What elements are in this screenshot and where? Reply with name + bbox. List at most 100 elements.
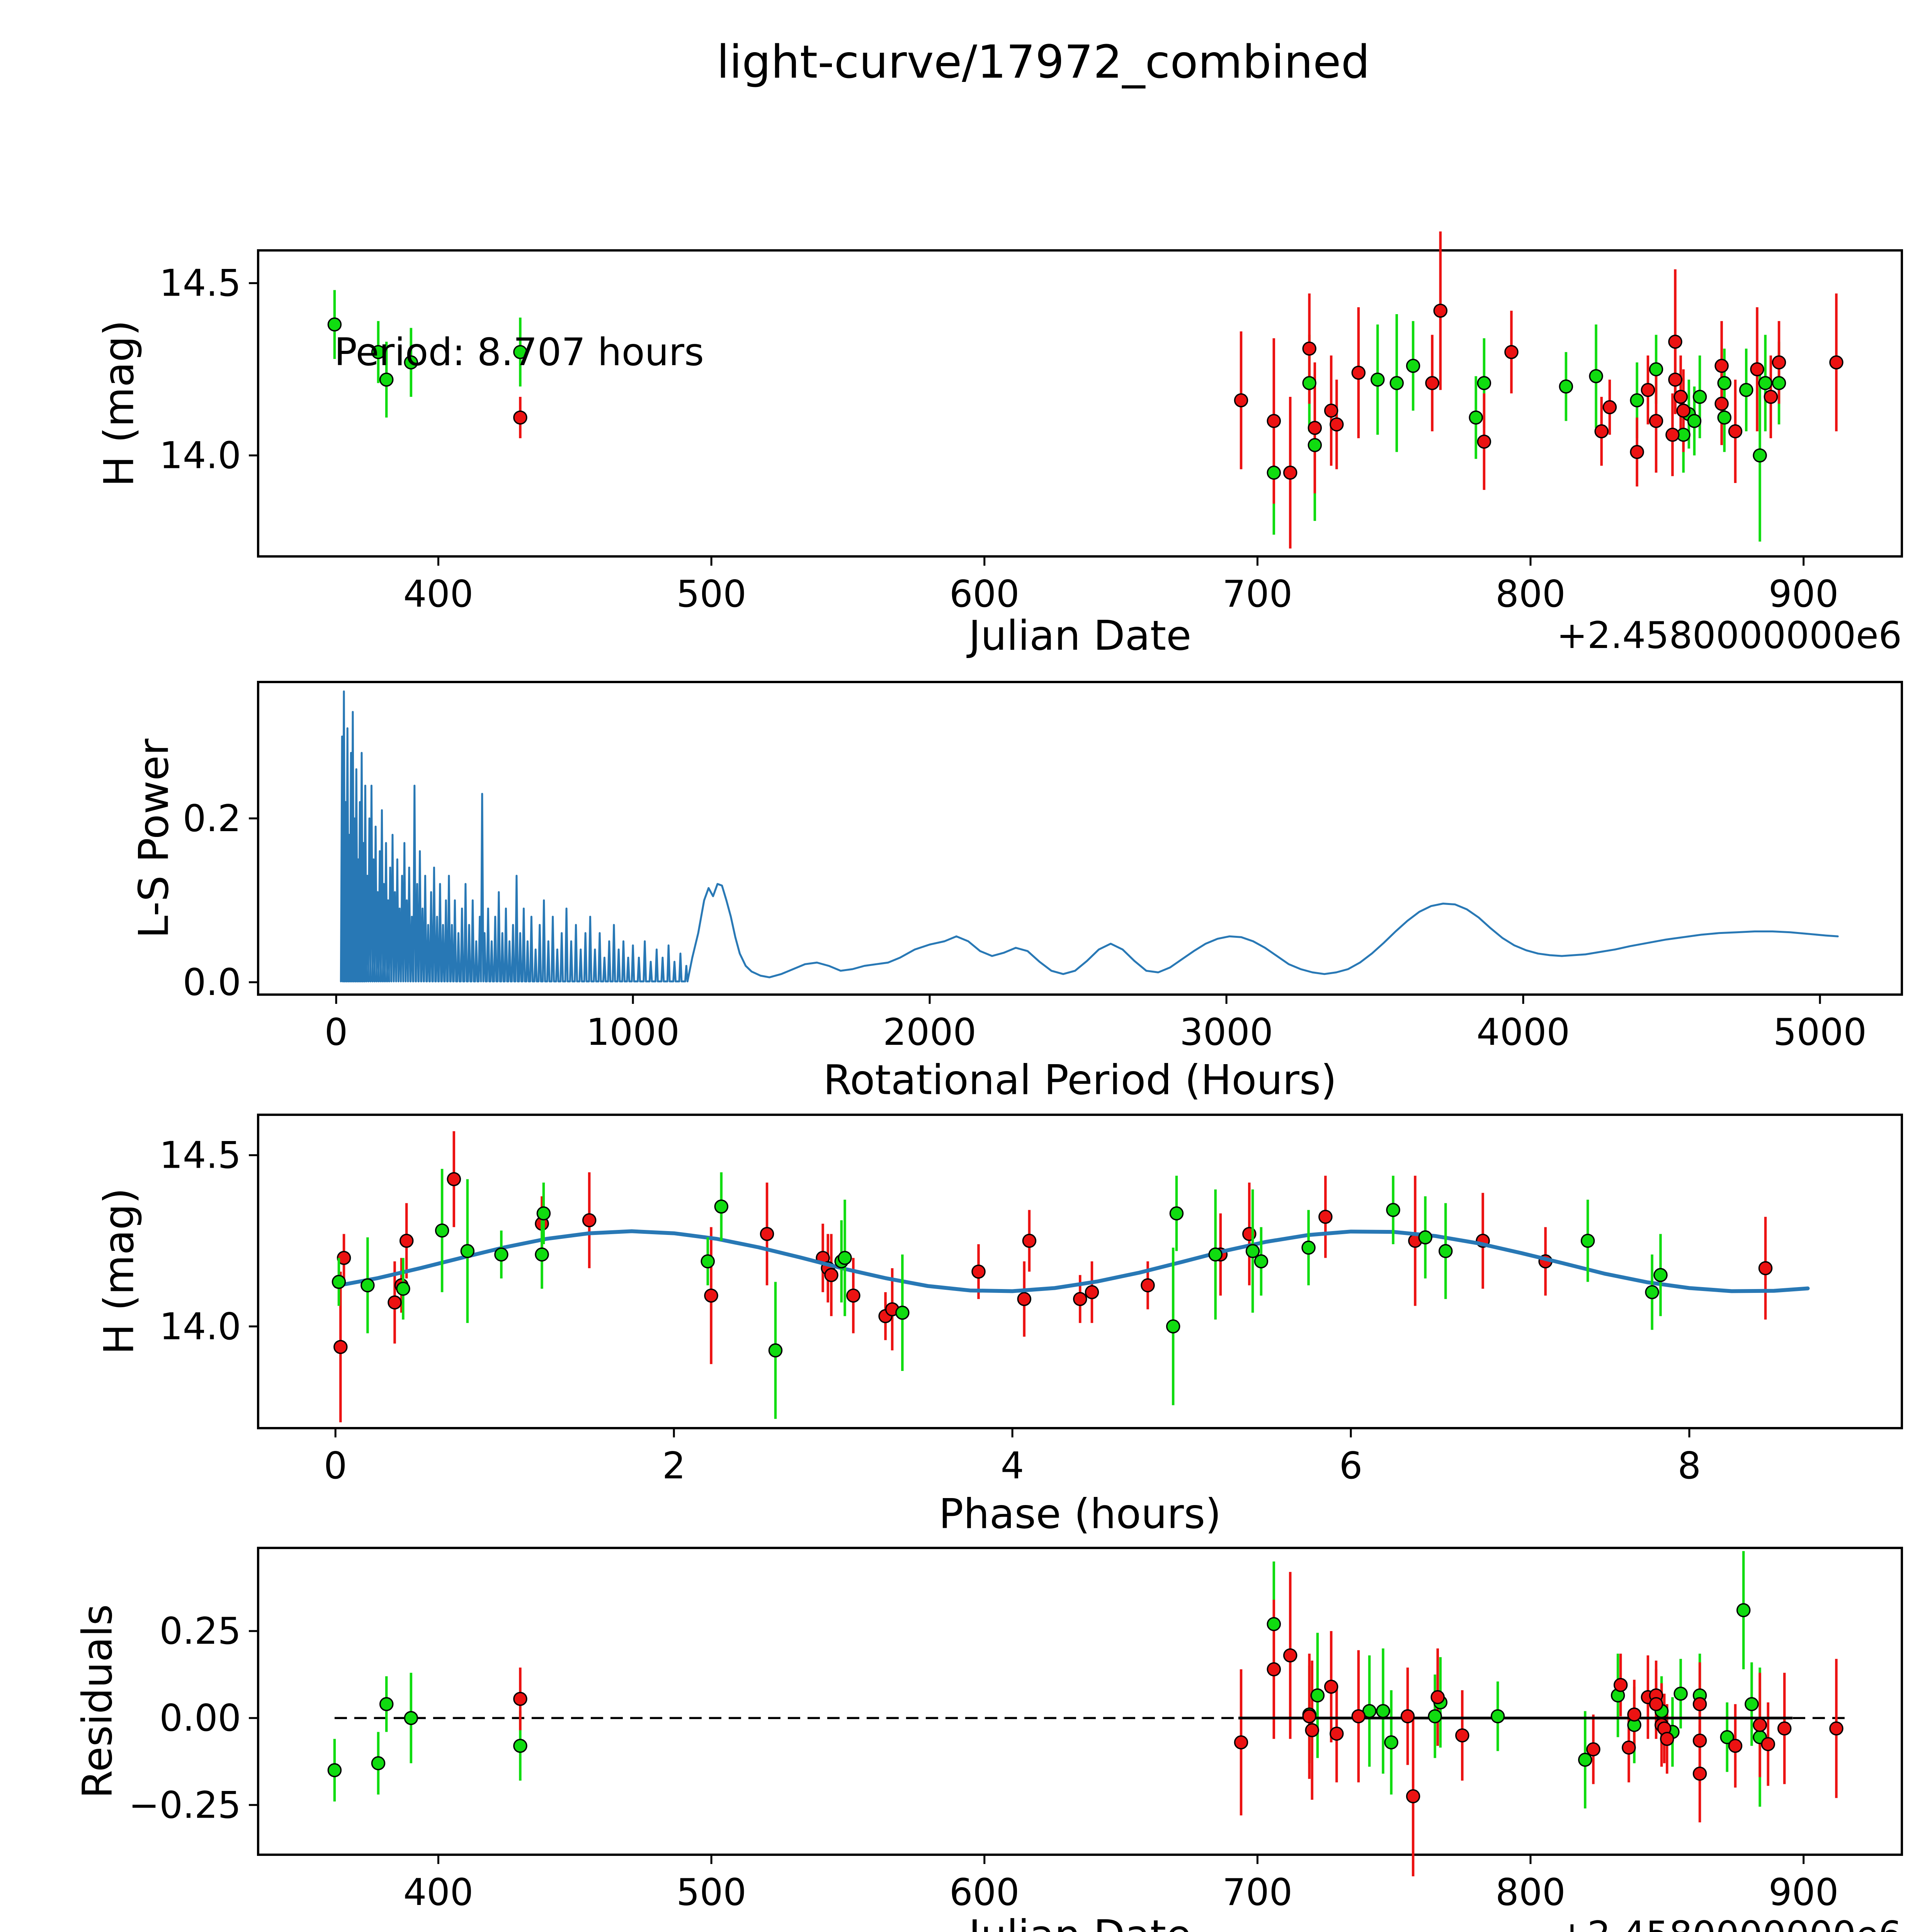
observatory-green-point	[1469, 410, 1483, 425]
observatory-red-point	[846, 1288, 861, 1303]
observatory-red-point	[1772, 355, 1786, 370]
observatory-red-point	[1676, 403, 1690, 418]
x-tick-label: 2000	[883, 1011, 976, 1054]
x-tick-label: 4000	[1476, 1011, 1570, 1054]
observatory-red-point	[1504, 345, 1519, 359]
x-axis-label-rotational-period: Rotational Period (Hours)	[823, 1056, 1337, 1104]
observatory-green-point	[768, 1343, 783, 1358]
observatory-red-point	[1318, 1209, 1333, 1224]
observatory-green-point	[1772, 376, 1786, 390]
observatory-red-point	[1753, 1718, 1767, 1732]
observatory-red-point	[1234, 1735, 1248, 1750]
observatory-red-point	[1673, 389, 1688, 404]
observatory-green-point	[371, 1756, 386, 1770]
observatory-red-point	[1234, 393, 1248, 408]
observatory-green-point	[379, 1697, 394, 1711]
observatory-green-point	[895, 1306, 910, 1320]
observatory-green-point	[1438, 1244, 1453, 1259]
observatory-red-point	[1602, 400, 1617, 415]
observatory-green-point	[535, 1247, 549, 1262]
observatory-red-point	[513, 1692, 527, 1706]
observatory-green-point	[1720, 1730, 1734, 1744]
observatory-green-point	[494, 1247, 509, 1262]
observatory-green-point	[1208, 1247, 1223, 1262]
y-tick-label: 14.0	[159, 435, 241, 477]
axes-frame	[257, 249, 1903, 558]
x-tick-label: 500	[676, 1871, 746, 1914]
observatory-red-point	[1728, 1738, 1743, 1753]
observatory-red-point	[1758, 1261, 1773, 1276]
observatory-red-point	[1613, 1678, 1628, 1692]
observatory-green-point	[838, 1251, 852, 1265]
observatory-red-point	[1085, 1285, 1099, 1299]
observatory-red-point	[971, 1264, 986, 1279]
observatory-red-point	[1283, 1648, 1298, 1663]
observatory-red-point	[1714, 359, 1729, 373]
observatory-green-point	[371, 345, 386, 359]
observatory-red-point	[1668, 372, 1682, 387]
observatory-red-point	[1761, 1737, 1775, 1751]
observatory-green-point	[460, 1244, 475, 1259]
observatory-red-point	[1324, 1679, 1338, 1694]
y-tick-label: 14.5	[159, 1134, 241, 1177]
observatory-green-point	[1578, 1752, 1592, 1767]
x-axis-offset-bottom: +2.4580000000e6	[1556, 1914, 1902, 1932]
figure-title: light-curve/17972_combined	[716, 35, 1370, 88]
observatory-red-point	[1777, 1721, 1792, 1736]
observatory-red-point	[1433, 303, 1448, 318]
observatory-green-point	[1745, 1697, 1759, 1711]
observatory-green-point	[1308, 438, 1322, 452]
observatory-red-point	[1630, 445, 1644, 459]
observatory-green-point	[1428, 1709, 1442, 1723]
axes-frame	[257, 681, 1903, 996]
observatory-green-point	[513, 1738, 527, 1753]
x-tick-label: 700	[1223, 1871, 1293, 1914]
x-tick-label: 900	[1769, 1871, 1838, 1914]
observatory-green-point	[1477, 376, 1492, 390]
observatory-red-point	[513, 410, 527, 425]
observatory-green-point	[1649, 362, 1663, 376]
observatory-red-point	[1668, 335, 1682, 349]
x-tick-label: 0	[324, 1445, 347, 1487]
x-axis-label-julian-date-top: Julian Date	[968, 612, 1192, 660]
observatory-green-point	[1580, 1233, 1595, 1248]
observatory-red-point	[1302, 341, 1316, 356]
observatory-red-point	[1692, 1733, 1707, 1748]
observatory-green-point	[1254, 1254, 1269, 1269]
x-tick-label: 400	[403, 1871, 473, 1914]
axes-frame	[257, 1114, 1903, 1429]
x-tick-label: 700	[1223, 573, 1293, 616]
observatory-red-point	[1283, 466, 1298, 480]
observatory-green-point	[1376, 1704, 1390, 1718]
observatory-green-point	[1717, 376, 1731, 390]
y-axis-label-ls-power: L-S Power	[130, 738, 178, 939]
observatory-red-point	[1351, 1709, 1366, 1723]
x-tick-label: 4	[1001, 1445, 1024, 1487]
observatory-red-point	[1692, 1697, 1707, 1711]
x-tick-label: 3000	[1180, 1011, 1273, 1054]
observatory-red-point	[1665, 427, 1680, 442]
observatory-green-point	[379, 372, 394, 387]
observatory-green-point	[1739, 383, 1753, 397]
observatory-red-point	[1728, 424, 1743, 439]
x-axis-label-phase: Phase (hours)	[939, 1490, 1221, 1538]
observatory-red-point	[333, 1340, 348, 1354]
observatory-red-point	[1714, 396, 1729, 411]
observatory-green-point	[361, 1278, 375, 1293]
observatory-green-point	[1687, 414, 1702, 428]
observatory-green-point	[332, 1275, 346, 1289]
y-tick-label: 14.5	[159, 262, 241, 305]
x-tick-label: 600	[949, 573, 1019, 616]
observatory-green-point	[1630, 393, 1644, 408]
observatory-red-point	[388, 1295, 402, 1310]
observatory-green-point	[1389, 376, 1404, 390]
x-tick-label: 8	[1678, 1445, 1701, 1487]
observatory-red-point	[1692, 1766, 1707, 1781]
observatory-green-point	[1559, 379, 1573, 394]
observatory-red-point	[824, 1268, 838, 1282]
y-axis-label-residuals: Residuals	[73, 1604, 121, 1799]
x-axis-label-julian-date-bottom: Julian Date	[969, 1912, 1192, 1932]
x-tick-label: 5000	[1773, 1011, 1867, 1054]
observatory-red-point	[1329, 1726, 1344, 1741]
observatory-red-point	[1324, 403, 1338, 418]
